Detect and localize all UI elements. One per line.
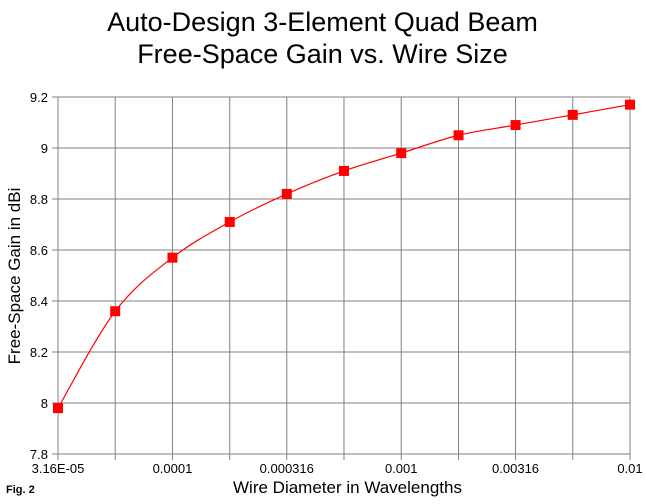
data-point-marker [167, 252, 178, 263]
data-point-marker [53, 403, 63, 414]
data-point-marker [453, 130, 464, 141]
y-axis-label: Free-Space Gain in dBi [5, 187, 24, 365]
series-line [57, 104, 631, 409]
data-point-marker [510, 120, 521, 131]
chart-title-line-2: Free-Space Gain vs. Wire Size [137, 39, 508, 69]
data-point-marker [625, 99, 635, 110]
x-tick-label: 0.01 [617, 461, 642, 476]
data-point-marker [281, 188, 292, 199]
x-tick-label: 0.001 [385, 461, 418, 476]
data-point-marker [224, 216, 235, 227]
y-tick-label: 9.2 [30, 90, 48, 105]
figure-note: Fig. 2 [6, 484, 35, 496]
x-tick-label: 3.16E-05 [32, 461, 85, 476]
y-tick-label: 8.4 [30, 294, 48, 309]
data-point-marker [567, 109, 578, 120]
y-tick-label: 9 [41, 141, 48, 156]
x-tick-label: 0.0001 [153, 461, 193, 476]
y-tick-label: 8 [41, 396, 48, 411]
data-point-marker [110, 306, 121, 317]
y-tick-label: 8.6 [30, 243, 48, 258]
y-tick-label: 8.2 [30, 345, 48, 360]
y-tick-label: 8.8 [30, 192, 48, 207]
plot-frame [57, 96, 631, 455]
chart-title-line-1: Auto-Design 3-Element Quad Beam [107, 7, 538, 37]
data-point-marker [396, 148, 407, 159]
x-axis-label: Wire Diameter in Wavelengths [233, 478, 462, 497]
y-tick-label: 7.8 [30, 447, 48, 462]
data-point-marker [338, 165, 349, 176]
x-tick-label: 0.000316 [260, 461, 314, 476]
x-tick-label: 0.00316 [492, 461, 539, 476]
